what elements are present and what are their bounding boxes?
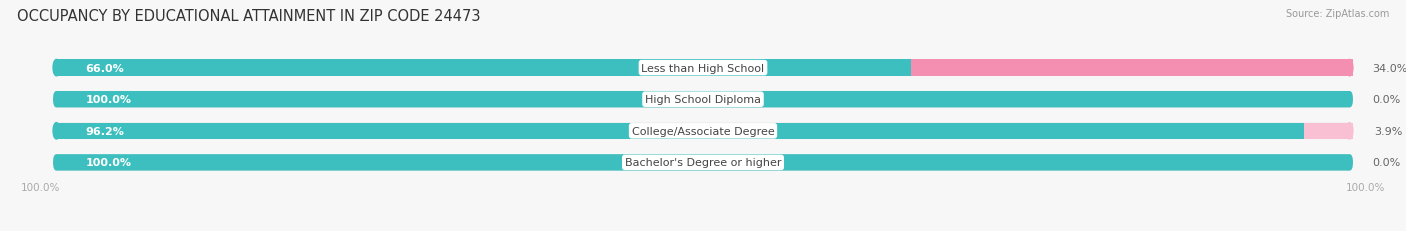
FancyBboxPatch shape (53, 123, 1353, 139)
Text: 100.0%: 100.0% (1346, 182, 1385, 192)
FancyBboxPatch shape (1303, 123, 1353, 139)
Text: 66.0%: 66.0% (86, 63, 124, 73)
Text: 100.0%: 100.0% (21, 182, 60, 192)
Wedge shape (53, 123, 56, 139)
Text: Less than High School: Less than High School (641, 63, 765, 73)
Text: 100.0%: 100.0% (86, 158, 132, 168)
FancyBboxPatch shape (53, 60, 1353, 76)
Text: College/Associate Degree: College/Associate Degree (631, 126, 775, 136)
Circle shape (1346, 123, 1353, 139)
Text: 0.0%: 0.0% (1372, 95, 1400, 105)
Circle shape (53, 123, 60, 139)
Text: 34.0%: 34.0% (1372, 63, 1406, 73)
Text: 100.0%: 100.0% (86, 95, 132, 105)
Text: High School Diploma: High School Diploma (645, 95, 761, 105)
FancyBboxPatch shape (53, 155, 1353, 171)
Wedge shape (53, 60, 56, 76)
Text: 0.0%: 0.0% (1372, 158, 1400, 168)
Text: 3.9%: 3.9% (1374, 126, 1402, 136)
Circle shape (1346, 60, 1353, 76)
Text: Bachelor's Degree or higher: Bachelor's Degree or higher (624, 158, 782, 168)
FancyBboxPatch shape (56, 60, 911, 76)
Text: Source: ZipAtlas.com: Source: ZipAtlas.com (1285, 9, 1389, 19)
FancyBboxPatch shape (53, 92, 1353, 108)
Text: 96.2%: 96.2% (86, 126, 124, 136)
FancyBboxPatch shape (56, 123, 1303, 139)
FancyBboxPatch shape (53, 92, 1353, 108)
Text: OCCUPANCY BY EDUCATIONAL ATTAINMENT IN ZIP CODE 24473: OCCUPANCY BY EDUCATIONAL ATTAINMENT IN Z… (17, 9, 481, 24)
FancyBboxPatch shape (911, 60, 1353, 76)
Circle shape (53, 60, 60, 76)
FancyBboxPatch shape (53, 155, 1353, 171)
